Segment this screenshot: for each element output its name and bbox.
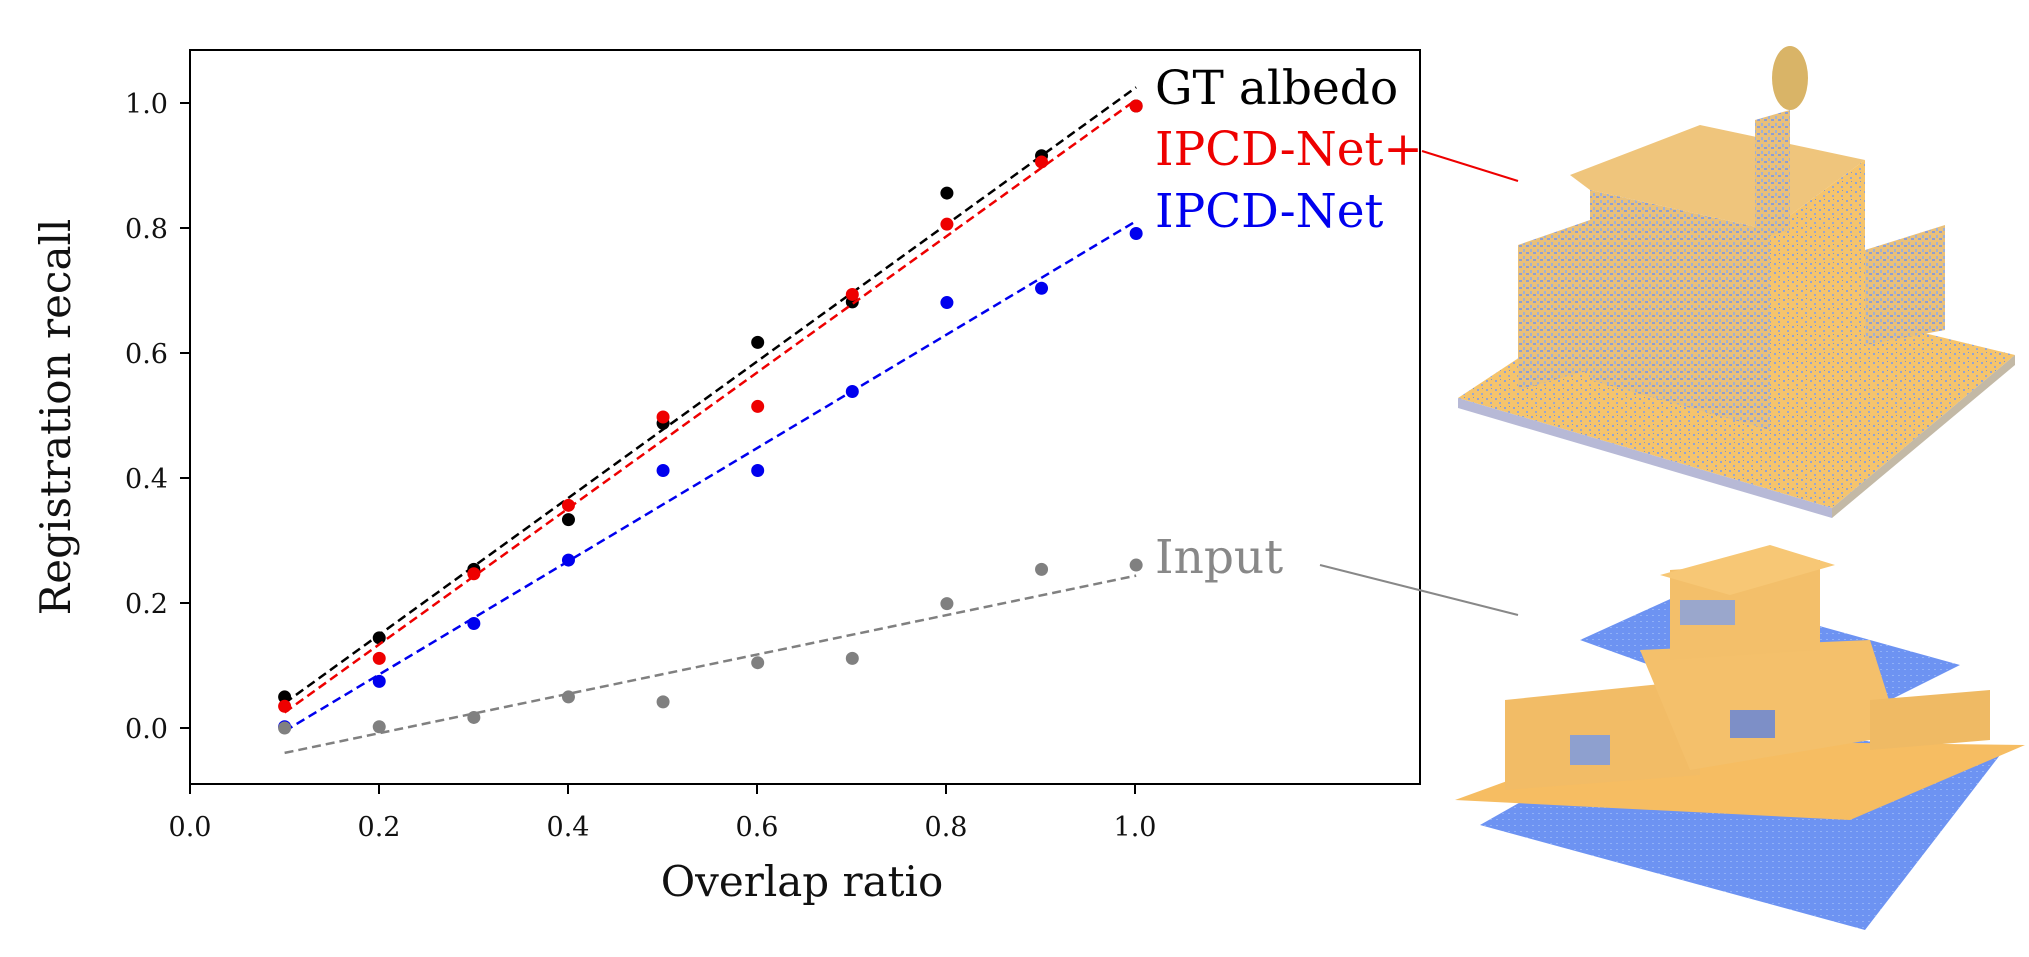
data-point-ipcd-net [656, 463, 670, 477]
data-point-input [1035, 562, 1049, 576]
trend-line-gt-albedo [283, 86, 1137, 705]
render-building-main-front [1590, 190, 1770, 430]
label-ipcd-net: IPCD-Net [1155, 184, 1384, 239]
data-point-ipcd-net [1129, 227, 1143, 240]
x-tick-label: 0.4 [547, 812, 590, 843]
render-building-left [1518, 220, 1590, 390]
data-point-ipcd-net [751, 463, 765, 477]
x-tick-label: 0.0 [169, 812, 212, 843]
data-point-ipcd-net [656, 410, 670, 424]
render-tower-top [1772, 46, 1808, 110]
data-point-ipcd-net [372, 674, 386, 688]
trend-line-input [284, 574, 1137, 755]
data-point-ipcd-net [845, 384, 859, 398]
data-point-ipcd-net [1035, 155, 1049, 169]
data-point-input [278, 721, 292, 735]
y-tick-label: 1.0 [125, 89, 168, 120]
label-ipcd-net-plus: IPCD-Net+ [1155, 122, 1423, 177]
data-point-ipcd-net [278, 699, 292, 713]
data-point-ipcd-net [1035, 281, 1049, 295]
x-tick: 0.2 [358, 784, 401, 843]
connector-ipcd-net-plus [1421, 150, 1519, 182]
data-point-gt-albedo [278, 690, 292, 704]
data-point-gt-albedo [372, 631, 386, 645]
series-gt-albedo [278, 86, 1143, 705]
render-window-c [1680, 600, 1735, 625]
data-point-gt-albedo [751, 335, 765, 349]
data-point-input [845, 651, 859, 665]
input-render [1455, 545, 2025, 930]
axes-frame [189, 49, 1421, 785]
y-tick: 0.4 [125, 464, 190, 495]
x-tick-label: 0.6 [736, 812, 779, 843]
render-base-top-edge2 [1832, 355, 2015, 518]
data-point-ipcd-net [467, 567, 481, 581]
y-tick-label: 0.4 [125, 464, 168, 495]
data-point-ipcd-net [467, 617, 481, 631]
x-axis: 0.0 0.2 0.4 0.6 0.8 1.0 Overlap ratio [169, 784, 1157, 906]
series-input [278, 558, 1143, 755]
series-ipcd-net [278, 98, 1143, 714]
render-window-a [1570, 735, 1610, 765]
x-tick: 1.0 [1114, 784, 1157, 843]
data-point-input [940, 597, 954, 611]
data-point-input [656, 695, 670, 709]
data-point-input [751, 656, 765, 670]
trend-line-ipcd-net [283, 219, 1137, 733]
data-point-ipcd-net [561, 498, 575, 512]
label-gt-albedo: GT albedo [1155, 61, 1398, 116]
data-point-gt-albedo [940, 186, 954, 200]
data-point-ipcd-net [372, 651, 386, 665]
connector-input [1319, 564, 1519, 616]
y-tick-label: 0.2 [125, 589, 168, 620]
x-tick: 0.6 [736, 784, 779, 843]
x-tick: 0.8 [925, 784, 968, 843]
y-tick: 0.2 [125, 589, 190, 620]
render-building-roof [1570, 125, 1865, 230]
x-axis-title: Overlap ratio [661, 857, 944, 906]
render-orange-mid [1640, 640, 1900, 770]
trend-line-ipcd-net [283, 98, 1137, 714]
data-point-input [561, 690, 575, 704]
series-ipcd-net [278, 219, 1143, 734]
render-building-main-side [1770, 160, 1865, 430]
series-layer [278, 86, 1143, 755]
y-tick: 0.8 [125, 214, 190, 245]
data-point-gt-albedo [561, 513, 575, 527]
y-tick-label: 0.6 [125, 339, 168, 370]
data-point-input [467, 710, 481, 724]
y-tick-label: 0.0 [125, 714, 168, 745]
x-tick-label: 1.0 [1114, 812, 1157, 843]
y-tick: 0.0 [125, 714, 190, 745]
x-tick-label: 0.2 [358, 812, 401, 843]
render-orange-roof [1660, 545, 1835, 595]
y-tick: 1.0 [125, 89, 190, 120]
data-point-ipcd-net [940, 217, 954, 231]
render-window-b [1730, 710, 1775, 738]
label-input: Input [1155, 530, 1283, 585]
data-point-input [1129, 558, 1143, 572]
x-tick-label: 0.8 [925, 812, 968, 843]
data-point-ipcd-net [751, 399, 765, 413]
render-tower [1755, 110, 1790, 240]
data-point-input [372, 720, 386, 734]
render-building-right [1865, 225, 1945, 345]
render-orange-right [1870, 690, 1990, 750]
plot-area [189, 49, 1421, 785]
y-tick: 0.6 [125, 339, 190, 370]
y-tick-label: 0.8 [125, 214, 168, 245]
data-point-ipcd-net [1129, 99, 1143, 113]
x-tick: 0.0 [169, 784, 212, 843]
series-labels: GT albedo IPCD-Net+ IPCD-Net Input [1155, 61, 1423, 585]
x-tick: 0.4 [547, 784, 590, 843]
data-point-ipcd-net [940, 296, 954, 310]
data-point-ipcd-net [845, 287, 859, 301]
y-axis: 0.0 0.2 0.4 0.6 0.8 1.0 Registration rec… [31, 89, 190, 745]
render-base-top-edge [1458, 398, 1832, 518]
ipcd-net-plus-render [1458, 46, 2015, 518]
data-point-ipcd-net [561, 553, 575, 567]
y-axis-title: Registration recall [31, 219, 80, 616]
